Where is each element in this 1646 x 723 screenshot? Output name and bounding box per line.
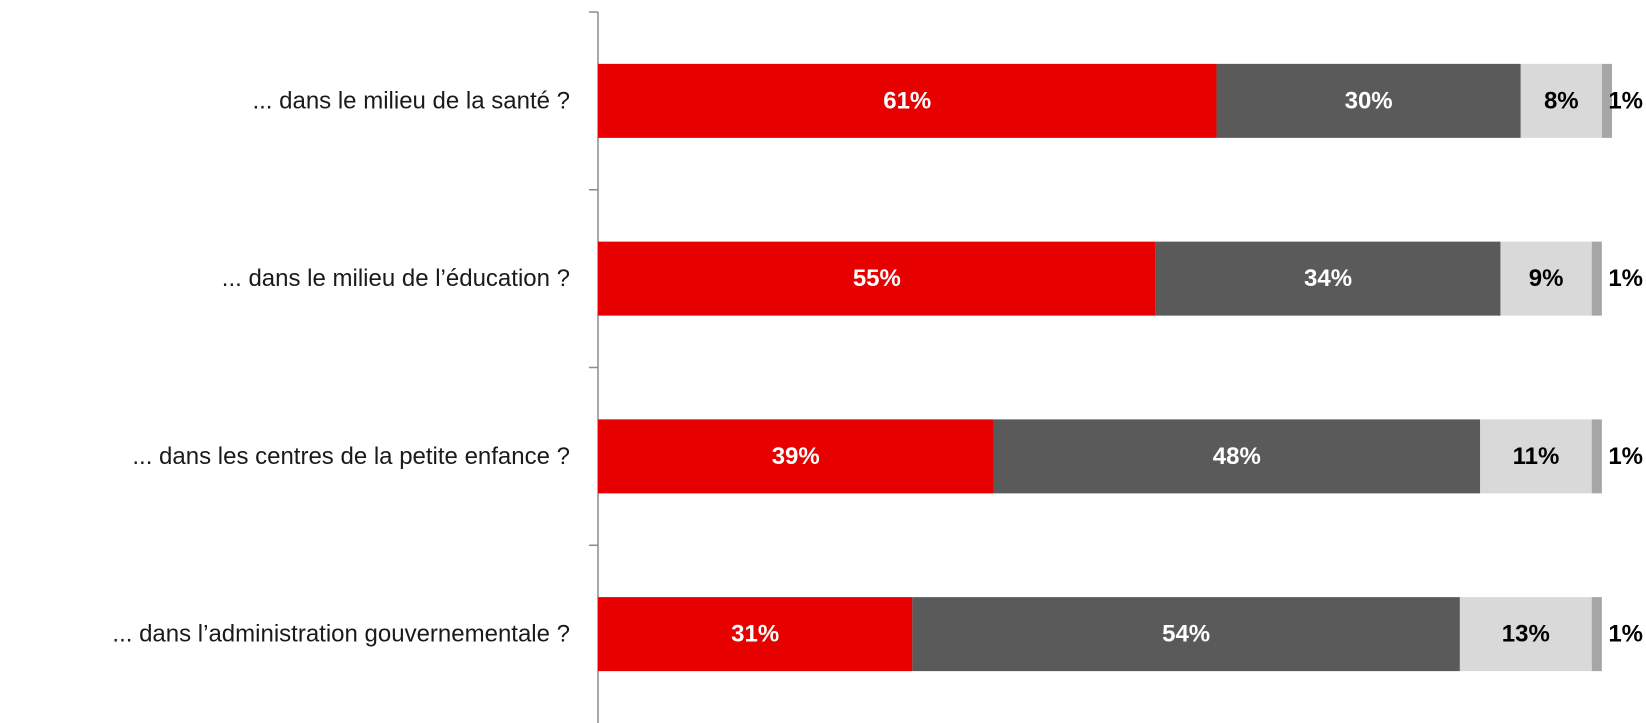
bar-segments [598,63,1612,672]
category-label: ... dans le milieu de l’éducation ? [222,265,570,292]
bar-segment [1500,241,1592,316]
bar-segment [912,597,1460,672]
bar-segment [1601,63,1612,138]
bar-segment [1591,241,1602,316]
bar-segment [598,419,994,494]
bar-segment [1459,597,1592,672]
value-label: 8% [1544,87,1579,114]
bar-segment [1520,63,1602,138]
value-label: 31% [731,621,779,648]
value-label: 34% [1304,265,1352,292]
category-label: ... dans les centres de la petite enfanc… [132,443,570,470]
axis-ticks [589,11,598,546]
bar-segment [1591,597,1602,672]
value-label: 55% [853,265,901,292]
category-label: ... dans le milieu de la santé ? [252,87,570,114]
value-label: 39% [772,443,820,470]
bar-segment [1155,241,1501,316]
value-label: 61% [883,87,931,114]
category-label: ... dans l’administration gouvernemental… [112,621,570,648]
value-label: 54% [1162,621,1210,648]
value-label: 11% [1513,443,1560,470]
bar-segment [598,597,913,672]
value-labels: 61% 30% 8% 1% 55% 34% 9% 1% 39% 48% 11% 1% 31% 54% 13%… [731,87,1643,647]
category-labels: ... dans le milieu de la santé ? ... dans… [112,87,570,647]
value-label: 9% [1529,265,1564,292]
bar-segment [1216,63,1521,138]
value-label: 48% [1213,443,1261,470]
bar-segment [993,419,1481,494]
value-label: 1% [1608,621,1643,648]
value-label: 1% [1608,443,1643,470]
value-label: 1% [1608,265,1643,292]
value-label: 1% [1608,87,1643,114]
bar-segment [1480,419,1592,494]
value-label: 13% [1502,621,1550,648]
bar-segment [598,241,1156,316]
bar-segment [598,63,1217,138]
value-label: 30% [1345,87,1393,114]
bar-segment [1591,419,1602,494]
